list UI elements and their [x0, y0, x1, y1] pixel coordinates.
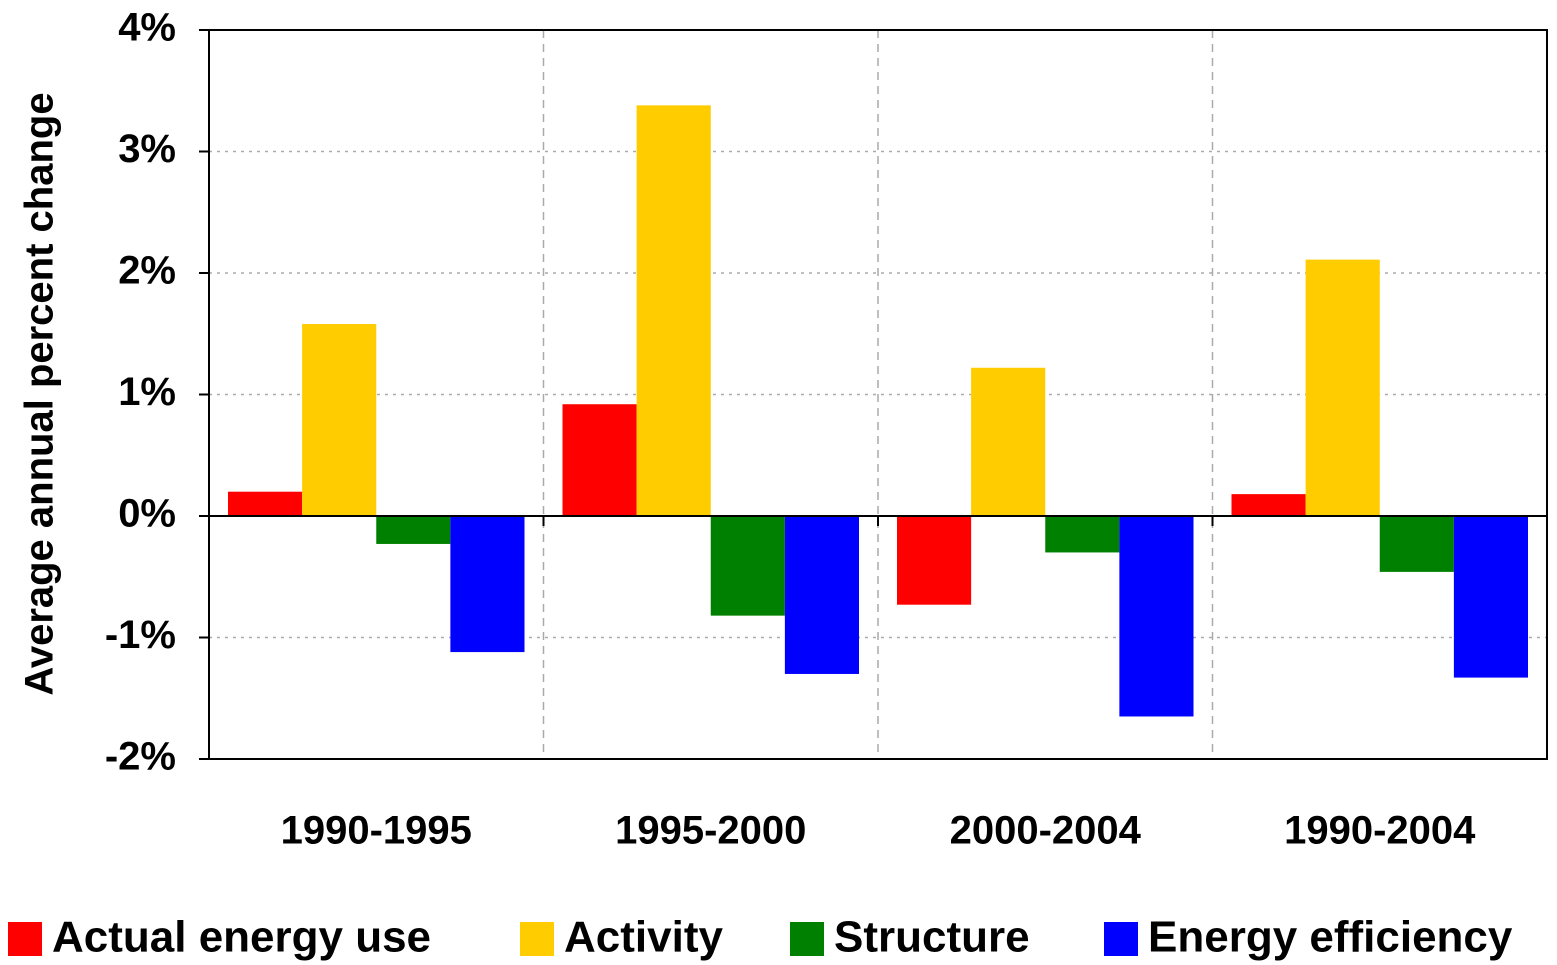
bar — [1045, 516, 1120, 553]
legend-swatch — [790, 922, 824, 956]
y-tick-label: 4% — [118, 6, 176, 50]
legend-swatch — [8, 922, 42, 956]
bar — [636, 105, 711, 516]
y-tick-label: 2% — [118, 249, 176, 293]
bar — [971, 367, 1046, 516]
bar — [450, 516, 525, 653]
bar — [1379, 516, 1454, 572]
y-tick-label: 3% — [118, 127, 176, 171]
bar — [376, 516, 451, 544]
bar — [562, 404, 637, 516]
y-tick-label: -1% — [105, 613, 176, 657]
legend-label: Energy efficiency — [1148, 913, 1513, 962]
bar — [784, 516, 859, 674]
bar — [228, 491, 303, 516]
legend-swatch — [1104, 922, 1138, 956]
x-tick-label: 1990-1995 — [281, 809, 472, 853]
bar — [897, 516, 972, 605]
y-axis-label: Average annual percent change — [18, 92, 62, 695]
bar — [710, 516, 785, 616]
legend-label: Structure — [834, 913, 1030, 962]
legend-swatch — [520, 922, 554, 956]
y-tick-label: 0% — [118, 492, 176, 536]
bar — [1119, 516, 1194, 717]
x-tick-label: 1995-2000 — [615, 809, 806, 853]
legend-label: Activity — [564, 913, 723, 962]
legend-label: Actual energy use — [52, 913, 431, 962]
y-tick-label: -2% — [105, 735, 176, 779]
bar — [1231, 494, 1306, 516]
x-tick-label: 2000-2004 — [950, 809, 1142, 853]
plot-frame — [208, 29, 1548, 760]
bar — [1453, 516, 1528, 678]
bar — [1305, 259, 1380, 516]
bar — [302, 324, 377, 516]
y-tick-label: 1% — [118, 370, 176, 414]
x-tick-label: 1990-2004 — [1284, 809, 1476, 853]
